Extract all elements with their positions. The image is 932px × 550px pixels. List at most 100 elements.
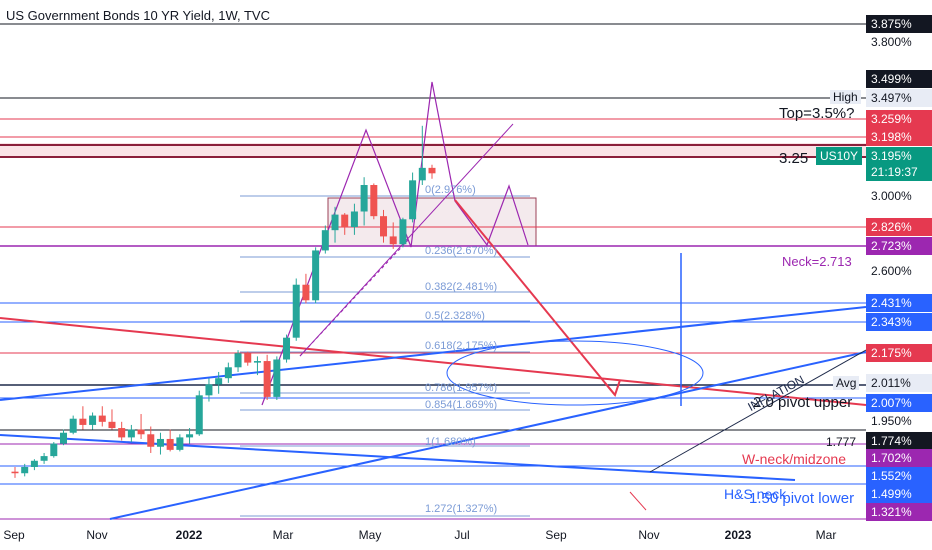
candle-body [418,167,426,181]
x-label: Nov [86,528,108,542]
candle-body [428,167,436,174]
price-tag-p2723: 2.723% [866,237,932,255]
upper-channel-line [0,306,866,401]
descending-support-line [0,434,796,481]
x-label: May [358,528,382,542]
price-tag-p3499: 3.499% [866,70,932,88]
price-tag-p1950: 1.950% [871,414,912,428]
x-label: Nov [638,528,660,542]
symbol-badge: US10Y [816,147,863,165]
x-label: Mar [272,528,294,542]
price-tag-p2343: 2.343% [866,313,932,331]
price-tag-p3198: 3.198% [866,128,932,146]
candle-body [166,438,174,450]
candle-body [69,418,77,433]
candle-body [118,428,126,438]
candle-body [263,361,271,397]
price-tag-p1499: 1.499% [866,485,932,503]
x-label: 2022 [175,528,203,542]
projection-arrowhead [604,379,621,398]
candle-body [302,284,310,301]
fib-label: 0.786(1.957%) [425,382,498,394]
price-tag-p2175: 2.175% [866,344,932,362]
price-tag-p1702: 1.702% [866,449,932,467]
price-tag-p3875: 3.875% [866,15,932,33]
candle-body [21,467,29,474]
candle-body [409,180,417,220]
fib-label: 0.618(2.175%) [425,340,498,352]
annotation-pivot-lower: 1.50 pivot lower [749,490,855,507]
candle-body [195,395,203,435]
candle-body [40,456,48,461]
candle-body [350,211,358,228]
purple-trend-line [299,123,514,357]
small-red-mark [629,491,647,511]
candle-body [341,214,349,228]
candle-body [176,437,184,450]
candle-body [244,353,252,363]
purple-dash-line [299,237,411,357]
candle-body [108,421,116,429]
high-label: High [830,90,861,104]
candle-body [234,353,242,368]
annotation-325: 3.25 [779,150,809,167]
fib-label: 0.236(2.670%) [425,245,498,257]
fib-label: 0(2.976%) [425,184,476,196]
fib-label: 1(1.680%) [425,436,476,448]
candle-body [127,429,135,438]
candle-body [389,236,397,245]
candle-body [360,185,368,212]
inflation-line [649,349,866,473]
x-label: Mar [815,528,837,542]
candle-body [156,438,164,447]
resistance-zone [0,143,866,157]
annotation-hs-neck: H&S neck [724,486,787,502]
price-chart[interactable] [0,0,866,550]
fib-label: 1.272(1.327%) [425,503,498,515]
price-tag-p1321: 1.321% [866,503,932,521]
candle-body [370,185,378,217]
projection-arrow [454,199,616,396]
candle-body [321,230,329,251]
downtrend-line [0,317,866,406]
candle-body [137,429,145,435]
x-label: Jul [454,528,470,542]
price-tag-p3259: 3.259% [866,110,932,128]
price-tag-p3195: 3.195% [866,147,932,165]
candle-body [98,415,106,422]
annotation-w-neck: W-neck/midzone [742,451,847,467]
x-label: Sep [545,528,567,542]
fib-label: 0.854(1.869%) [425,399,498,411]
price-tag-p1774: 1.774% [866,432,932,450]
price-tag-p2431: 2.431% [866,294,932,312]
annotation-neck: Neck=2.713 [782,254,852,269]
chart-title: US Government Bonds 10 YR Yield, 1W, TVC [6,8,270,23]
candle-body [89,415,97,425]
candle-body [283,337,291,360]
x-label: Sep [3,528,25,542]
fib-label: 0.5(2.328%) [425,310,485,322]
candle-body [147,434,155,447]
candle-body [331,214,339,231]
price-tag-p3800: 3.800% [871,35,912,49]
target-ellipse [446,340,704,406]
pattern-outline [261,81,529,406]
candle-body [30,460,38,468]
candle-body [292,284,300,338]
candle-body [224,367,232,379]
price-tag-p3497: 3.497% [866,89,932,107]
price-tag-p3000: 3.000% [871,189,912,203]
candle-body [312,250,320,301]
candle-body [399,219,407,245]
x-label: 2023 [724,528,752,542]
annotation-1777: 1.777 [826,435,857,449]
price-tag-p2600: 2.600% [871,264,912,278]
annotation-pivot-upper: 2.0 pivot upper [753,394,853,411]
fib-label: 0.382(2.481%) [425,281,498,293]
avg-label: Avg [833,376,860,390]
price-tag-p2007: 2.007% [866,394,932,412]
price-tag-p1552: 1.552% [866,467,932,485]
candle-body [253,361,261,363]
candle-body [273,359,281,397]
